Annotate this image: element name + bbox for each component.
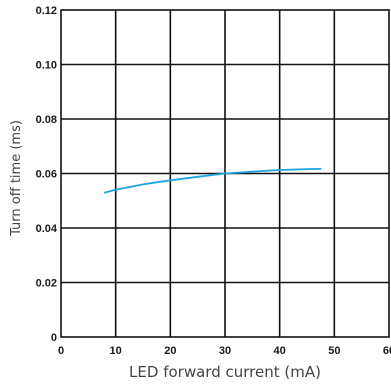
- x-tick-label: 60: [383, 345, 391, 357]
- grid: [60, 9, 390, 338]
- x-axis-title: LED forward current (mA): [129, 363, 321, 381]
- y-tick-label: 0: [51, 332, 57, 344]
- series-line: [103, 167, 322, 194]
- y-tick-label: 0.12: [36, 5, 57, 17]
- y-tick-labels: 0 0.02 0.04 0.06 0.08 0.10 0.12: [36, 5, 58, 344]
- y-tick-label: 0.02: [36, 278, 57, 290]
- y-tick-label: 0.08: [36, 114, 57, 126]
- y-tick-label: 0.04: [36, 223, 58, 235]
- x-tick-label: 0: [58, 345, 64, 357]
- x-tick-label: 30: [219, 345, 231, 357]
- x-tick-label: 50: [328, 345, 340, 357]
- x-tick-label: 40: [274, 345, 286, 357]
- y-tick-label: 0.06: [36, 169, 57, 181]
- y-tick-label: 0.10: [36, 60, 57, 72]
- x-tick-label: 20: [164, 345, 176, 357]
- y-axis-title: Turn off time (ms): [9, 120, 24, 237]
- series-layer: [103, 167, 322, 194]
- x-tick-label: 10: [110, 345, 122, 357]
- x-tick-labels: 0 10 20 30 40 50 60: [58, 345, 391, 357]
